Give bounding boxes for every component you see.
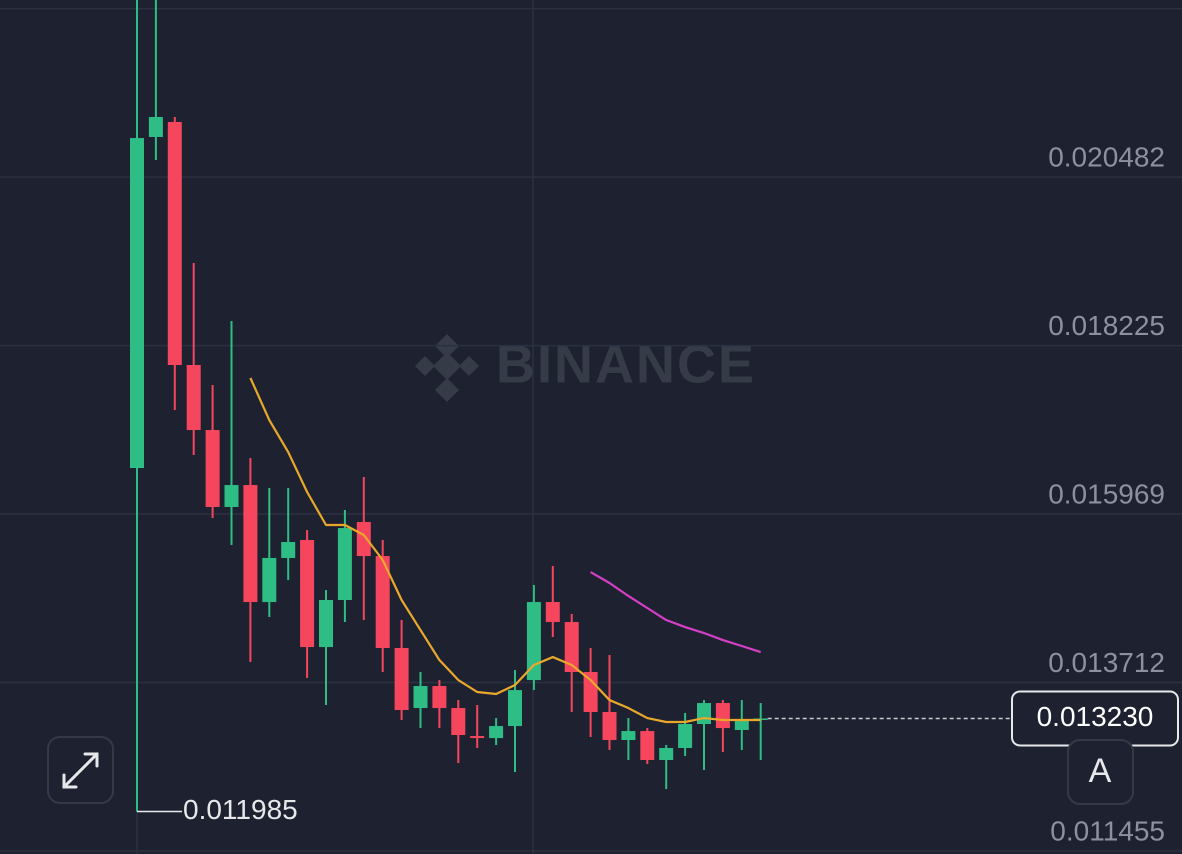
candle-body: [319, 600, 333, 648]
candle-body: [205, 430, 220, 507]
candle-body: [489, 726, 504, 739]
candle-body: [583, 671, 598, 713]
candle-body: [167, 121, 182, 365]
y-tick-label: 0.013712: [1048, 647, 1165, 678]
candle-body: [697, 703, 711, 725]
candle-body: [470, 736, 485, 739]
candle-body: [678, 724, 693, 748]
candle-body: [281, 542, 296, 558]
candle-body: [262, 557, 277, 603]
candle-body: [526, 602, 541, 681]
candle-body: [621, 731, 636, 740]
candle-body: [432, 686, 447, 709]
candle-body: [243, 485, 258, 603]
y-tick-label: 0.015969: [1048, 478, 1165, 509]
candle-body: [413, 686, 428, 709]
candle-body: [659, 747, 674, 761]
min-marker-label: 0.011985: [183, 794, 298, 825]
candle-body: [375, 556, 390, 649]
watermark: BINANCE: [496, 334, 756, 394]
candle-body: [224, 485, 239, 507]
last-price-label: 0.013230: [1037, 701, 1154, 732]
candle-body: [508, 690, 522, 727]
candle-body: [602, 712, 617, 740]
y-tick-label: 0.022739: [1048, 0, 1165, 4]
auto-scale-button[interactable]: [1067, 739, 1134, 805]
y-tick-label: 0.020482: [1048, 141, 1165, 172]
candle-body: [130, 138, 144, 469]
candle-body: [337, 528, 352, 601]
candle-body: [186, 364, 201, 431]
candle-body: [148, 116, 163, 137]
expand-icon: [62, 752, 99, 789]
moving-average-line: [249, 377, 761, 724]
candle-body: [564, 622, 579, 672]
y-tick-label: 0.011455: [1050, 815, 1165, 846]
candle-body: [356, 522, 371, 557]
y-tick-label: 0.018225: [1048, 310, 1165, 341]
auto-scale-label: A: [1089, 752, 1112, 790]
candle-body: [394, 648, 409, 710]
candle-body: [640, 731, 655, 761]
candle-body: [300, 539, 315, 648]
candle-body: [715, 703, 730, 729]
moving-average-line: [590, 571, 762, 654]
candle-body: [545, 602, 560, 623]
candle-body: [451, 708, 466, 735]
candle-body: [734, 719, 749, 730]
